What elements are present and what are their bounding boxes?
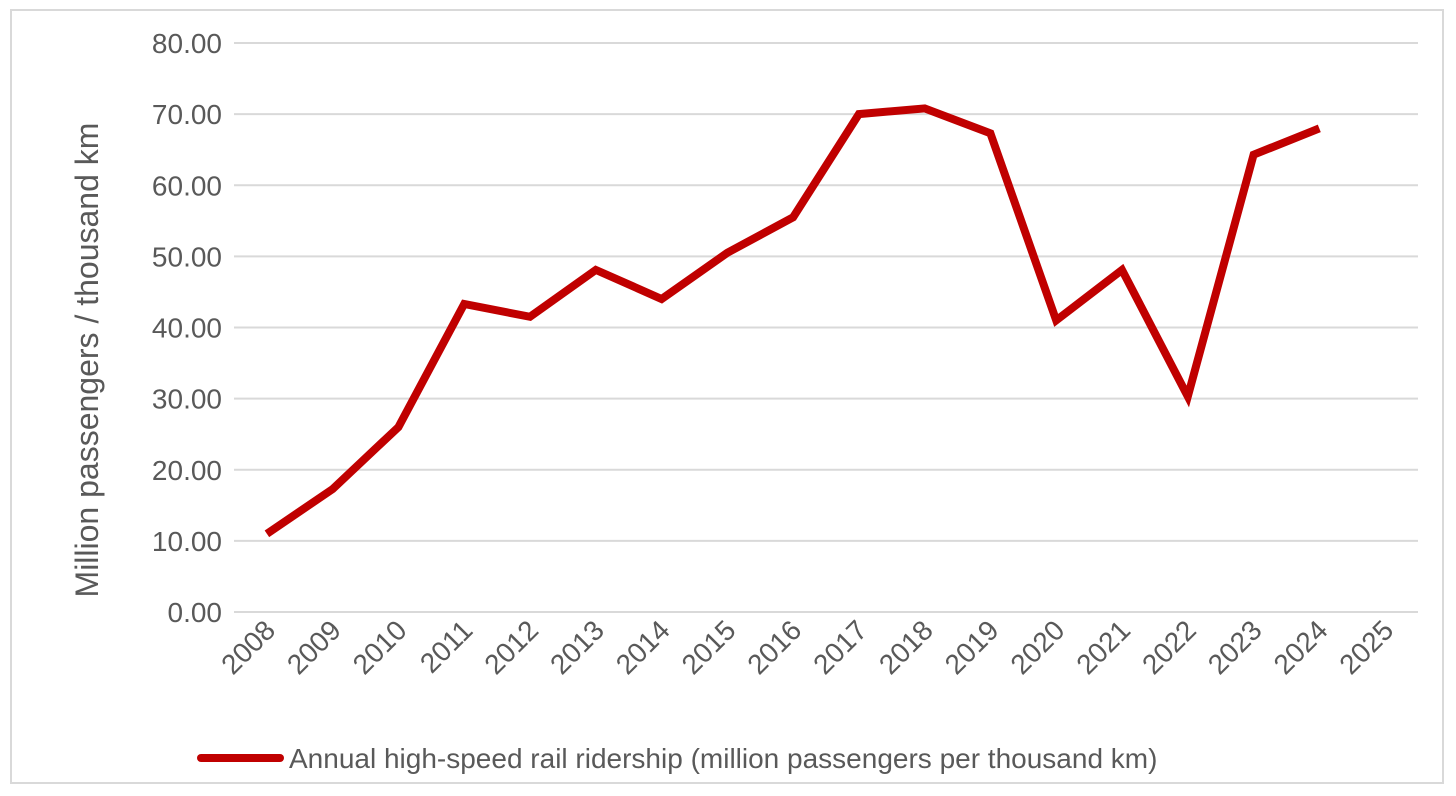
x-tick-label: 2025: [1333, 614, 1399, 680]
chart-frame: [10, 9, 1444, 784]
x-tick-label: 2020: [1004, 614, 1070, 680]
x-tick-label: 2012: [478, 614, 544, 680]
x-tick-label: 2014: [610, 614, 676, 680]
y-tick-label: 20.00: [152, 455, 222, 486]
x-tick-label: 2013: [544, 614, 610, 680]
x-tick-label: 2018: [873, 614, 939, 680]
x-tick-label: 2016: [741, 614, 807, 680]
x-tick-label: 2011: [414, 614, 479, 679]
x-tick-label: 2008: [215, 614, 281, 680]
x-tick-label: 2015: [676, 614, 742, 680]
x-tick-label: 2009: [281, 614, 347, 680]
series-group: [264, 104, 1321, 538]
x-tick-label: 2024: [1268, 614, 1334, 680]
x-tick-label: 2019: [939, 614, 1005, 680]
y-tick-label: 50.00: [152, 241, 222, 272]
x-tick-label: 2017: [807, 614, 873, 680]
y-tick-label: 10.00: [152, 526, 222, 557]
x-tick-label: 2023: [1202, 614, 1268, 680]
legend: Annual high-speed rail ridership (millio…: [197, 743, 1157, 774]
gridlines: [234, 42, 1418, 613]
x-tick-label: 2022: [1136, 614, 1202, 680]
y-tick-label: 40.00: [152, 313, 222, 344]
y-axis-title: Million passengers / thousand km: [69, 123, 105, 598]
y-tick-label: 70.00: [152, 99, 222, 130]
y-tick-label: 80.00: [152, 28, 222, 59]
y-tick-label: 0.00: [168, 597, 223, 628]
y-axis-ticks: 0.00 10.00 20.00 30.00 40.00 50.00 60.00 70.00 8…: [152, 28, 222, 628]
x-axis-ticks: 2008 2009 2010 2011 2012 2013 2014 2015 2016 2017…: [215, 614, 1399, 680]
x-tick-label: 2021: [1070, 614, 1136, 680]
x-tick-label: 2010: [347, 614, 413, 680]
y-tick-label: 60.00: [152, 170, 222, 201]
legend-label: Annual high-speed rail ridership (millio…: [289, 743, 1157, 774]
y-tick-label: 30.00: [152, 384, 222, 415]
